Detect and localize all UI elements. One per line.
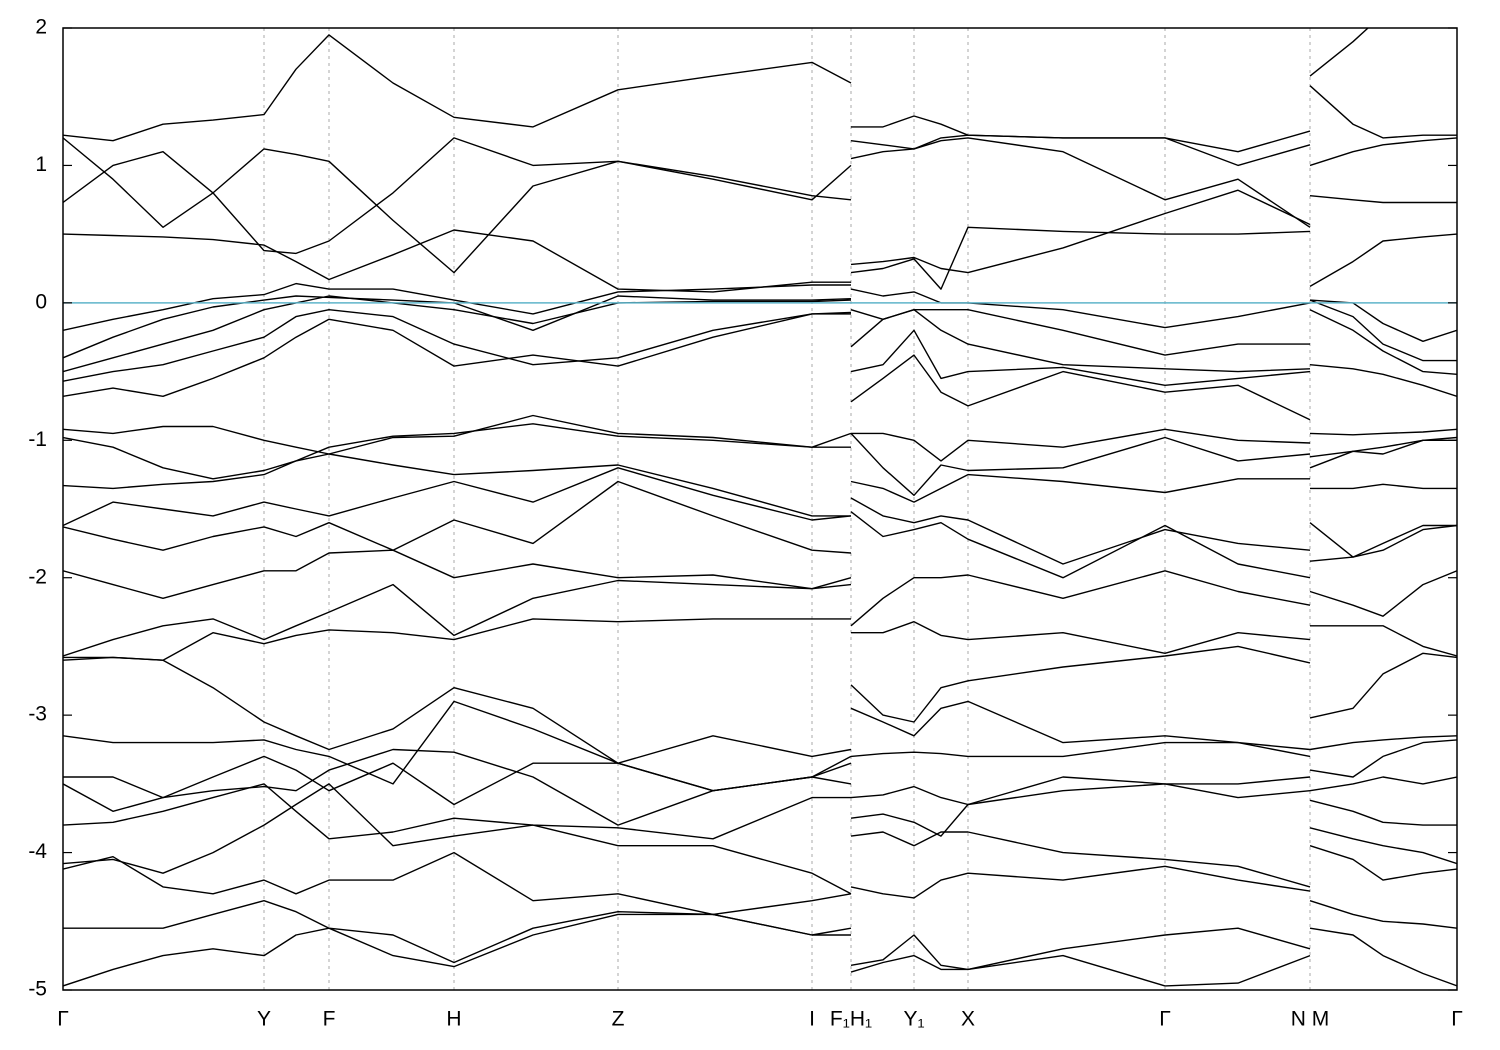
y-tick-label: -4 [28,840,47,863]
band-line [63,309,1457,382]
x-tick-label: I [809,1008,815,1031]
band-line [63,900,1457,971]
band-line [63,645,1457,764]
y-tick-label: -3 [28,703,47,726]
x-tick-label: F [323,1008,336,1031]
x-tick-label: X [961,1008,975,1031]
band-line [63,288,1457,359]
x-tick-label: F₁H₁ [830,1008,872,1031]
band-line [63,783,1457,840]
band-line [63,748,1457,826]
band-line [63,189,1457,293]
x-tick-label: Y [257,1008,271,1031]
x-tick-label: H [446,1008,461,1031]
band-line [63,85,1457,274]
band-line [63,423,1457,480]
band-line [63,511,1457,599]
x-tick-label: Γ [57,1008,69,1031]
grid [62,28,1458,990]
band-line [63,739,1457,806]
band-line [63,845,1457,916]
band-line [63,480,1457,565]
y-tick-label: 2 [35,16,47,39]
y-tick-label: -1 [28,428,47,451]
y-tick-label: -2 [28,565,47,588]
band-line [63,137,1457,255]
bands [63,28,1457,987]
band-line [63,913,1457,987]
band-line [63,354,1457,455]
band-line [63,28,1370,153]
band-line [63,570,1457,657]
band-line [63,783,1457,895]
x-tick-label: Y₁ [903,1008,924,1031]
axes: -5 -4 -3 -2 -1 0 1 2 Γ Y F H Z I F₁H₁ Y₁ X Γ N M Γ [28,16,1462,1031]
band-line [63,226,1457,331]
x-tick-label: Γ [1159,1008,1171,1031]
x-tick-label: N M [1291,1008,1330,1031]
y-tick-label: 1 [35,153,47,176]
band-line [63,432,1457,517]
band-line [63,313,1457,397]
band-line [63,295,1457,373]
y-tick-label: -5 [28,978,47,1001]
x-tick-label: Z [612,1008,625,1031]
band-line [63,467,1457,527]
plot-frame [62,27,1458,991]
y-tick-label: 0 [35,290,47,313]
x-tick-label: Γ [1451,1008,1463,1031]
band-line [63,618,1457,661]
